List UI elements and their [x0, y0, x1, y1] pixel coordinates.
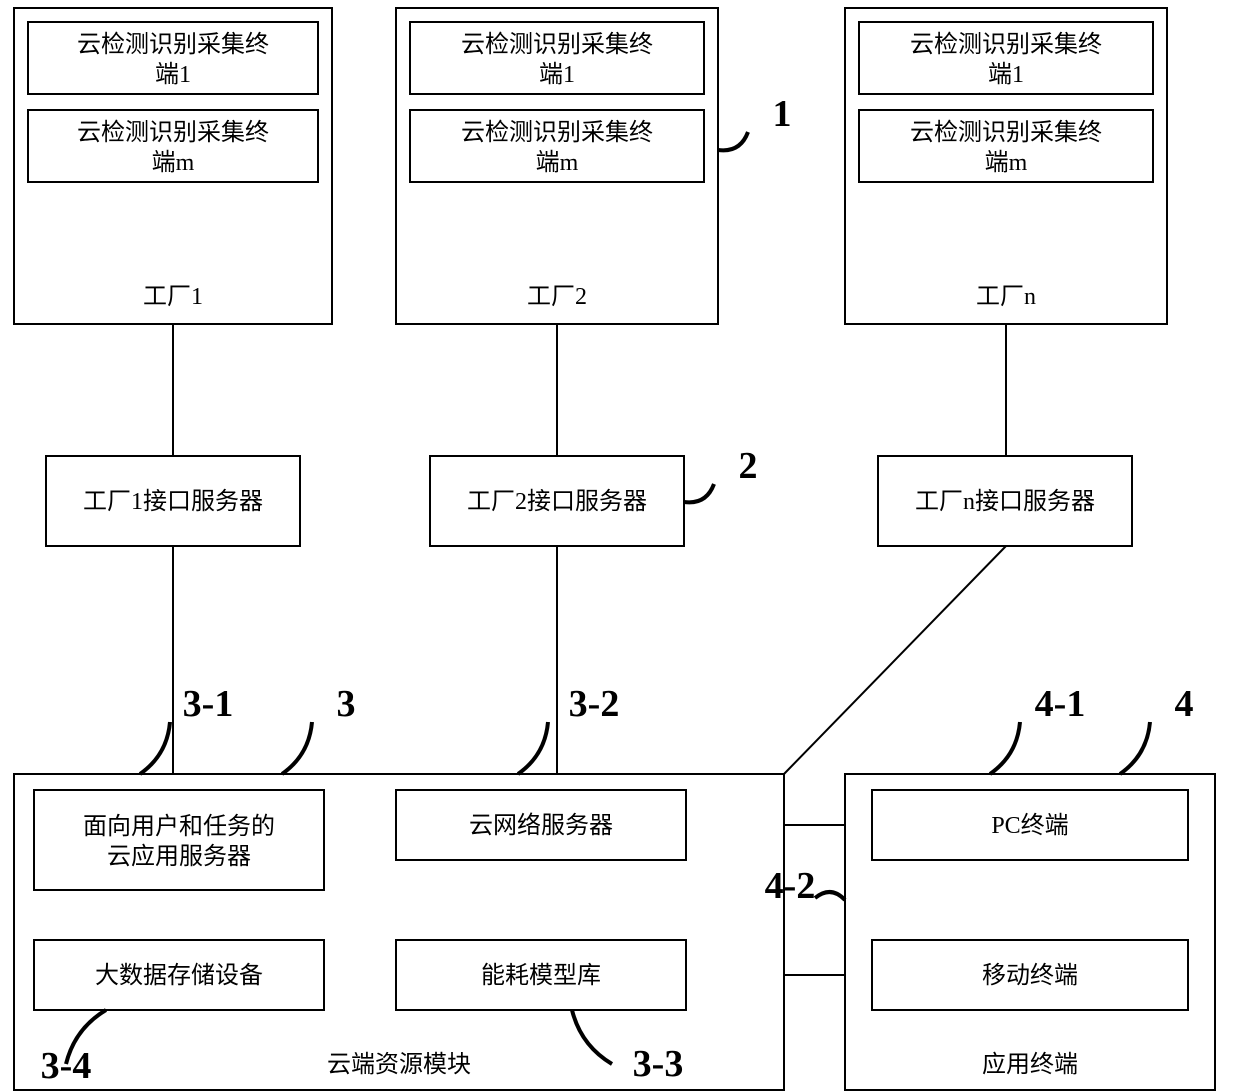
edge-ifn-bottom-cloud-top-right: [784, 546, 1006, 774]
cloud-app-server: [34, 790, 324, 890]
terminal-label-factory2-0-l1: 云检测识别采集终: [461, 31, 653, 58]
cloud-app-server-label-l1: 面向用户和任务的: [83, 813, 275, 840]
callout-num-3-2: 3-2: [569, 683, 620, 725]
callout-3: [282, 722, 312, 774]
app-terminal-label: 应用终端: [982, 1051, 1078, 1078]
terminal-label-factory2-0-l2: 端1: [539, 61, 575, 88]
terminal-label-factory1-0-l1: 云检测识别采集终: [77, 31, 269, 58]
terminal-label-factory1-1-l2: 端m: [152, 149, 195, 176]
terminal-label-factoryn-0-l1: 云检测识别采集终: [910, 31, 1102, 58]
callout-3-2: [518, 722, 548, 774]
terminal-label-factory2-1-l2: 端m: [536, 149, 579, 176]
cloud-storage-label: 大数据存储设备: [95, 962, 263, 989]
terminal-label-factory2-1-l1: 云检测识别采集终: [461, 119, 653, 146]
cloud-app-server-label-l2: 云应用服务器: [107, 843, 251, 870]
factory-label-factory1: 工厂1: [143, 284, 203, 310]
callout-num-3-3: 3-3: [633, 1043, 684, 1085]
callout-3-1: [140, 722, 170, 774]
mobile-terminal-label: 移动终端: [982, 962, 1078, 989]
callout-num-4: 4: [1175, 683, 1194, 725]
callout-4: [1120, 722, 1150, 774]
callout-num-3-4: 3-4: [41, 1045, 92, 1087]
callout-num-1: 1: [773, 93, 792, 135]
callout-4-2: [815, 892, 845, 900]
cloud-net-server-label: 云网络服务器: [469, 812, 613, 839]
callout-num-3: 3: [337, 683, 356, 725]
callout-2: [684, 484, 714, 502]
interface-label-ifn: 工厂n接口服务器: [915, 488, 1095, 515]
cloud-model-lib-label: 能耗模型库: [481, 962, 601, 989]
terminal-label-factory1-1-l1: 云检测识别采集终: [77, 119, 269, 146]
callout-num-3-1: 3-1: [183, 683, 234, 725]
terminal-label-factory1-0-l2: 端1: [155, 61, 191, 88]
cloud-label: 云端资源模块: [327, 1051, 471, 1078]
callout-num-4-2: 4-2: [765, 865, 816, 907]
pc-terminal-label: PC终端: [991, 812, 1068, 839]
callout-num-4-1: 4-1: [1035, 683, 1086, 725]
terminal-label-factoryn-1-l1: 云检测识别采集终: [910, 119, 1102, 146]
factory-label-factory2: 工厂2: [527, 284, 587, 310]
terminal-label-factoryn-1-l2: 端m: [985, 149, 1028, 176]
callout-1: [718, 132, 748, 150]
terminal-label-factoryn-0-l2: 端1: [988, 61, 1024, 88]
callout-4-1: [990, 722, 1020, 774]
interface-label-if2: 工厂2接口服务器: [467, 488, 647, 515]
factory-label-factoryn: 工厂n: [976, 284, 1036, 310]
interface-label-if1: 工厂1接口服务器: [83, 488, 263, 515]
callout-num-2: 2: [739, 445, 758, 487]
